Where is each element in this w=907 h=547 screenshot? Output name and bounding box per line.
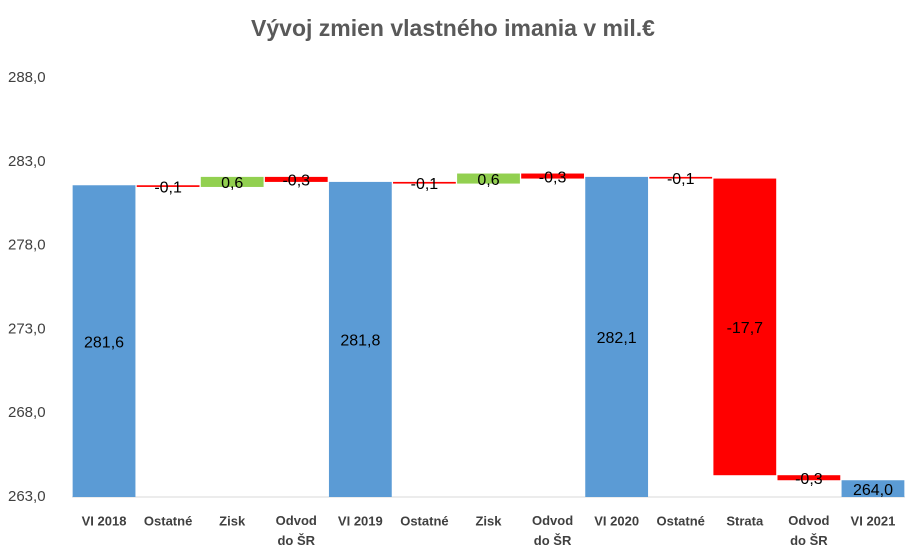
value-label: -0,3	[539, 169, 567, 186]
x-tick-label: Odvod do ŠR	[788, 513, 829, 547]
x-tick-label: Strata	[726, 513, 764, 528]
y-tick-label: 283,0	[8, 153, 46, 170]
bar	[72, 185, 136, 498]
bar	[649, 176, 713, 179]
value-label: -0,1	[411, 176, 439, 193]
y-tick-label: 288,0	[8, 69, 46, 86]
value-label: -0,3	[282, 173, 310, 190]
x-tick-label: VI 2019	[338, 513, 383, 528]
bar	[841, 480, 905, 497]
chart-title: Vývoj zmien vlastného imania v mil.€	[251, 15, 655, 41]
value-label: 282,1	[597, 330, 637, 347]
x-tick-label: Odvod do ŠR	[276, 513, 317, 547]
bar	[713, 178, 777, 476]
x-tick-label: Ostatné	[144, 513, 192, 528]
value-label: -0,1	[667, 171, 695, 188]
bar	[457, 173, 520, 184]
bar	[264, 176, 328, 182]
y-tick-label: 278,0	[8, 237, 46, 254]
value-label: -17,7	[727, 320, 764, 337]
value-label: 0,6	[221, 175, 243, 192]
x-tick-label: VI 2021	[851, 513, 896, 528]
bar	[393, 181, 456, 184]
x-tick-label: VI 2018	[82, 513, 127, 528]
value-label: -0,1	[154, 179, 182, 196]
bar	[328, 181, 392, 498]
x-tick-label: Odvod do ŠR	[532, 513, 573, 547]
x-tick-label: Ostatné	[657, 513, 705, 528]
value-label: 264,0	[853, 482, 893, 499]
y-tick-label: 268,0	[8, 404, 46, 421]
bar	[585, 176, 649, 497]
value-label: 281,8	[340, 333, 380, 350]
bar	[136, 185, 200, 187]
x-tick-label: VI 2020	[594, 513, 639, 528]
y-tick-label: 273,0	[8, 320, 46, 337]
value-label: -0,3	[795, 471, 823, 488]
bar	[521, 173, 584, 179]
x-tick-label: Zisk	[219, 513, 246, 528]
bar	[777, 475, 841, 481]
bar	[200, 176, 264, 187]
x-tick-label: Zisk	[475, 513, 502, 528]
y-tick-label: 263,0	[8, 488, 46, 505]
x-tick-label: Ostatné	[400, 513, 448, 528]
value-label: 281,6	[84, 334, 124, 351]
value-label: 0,6	[477, 172, 499, 189]
